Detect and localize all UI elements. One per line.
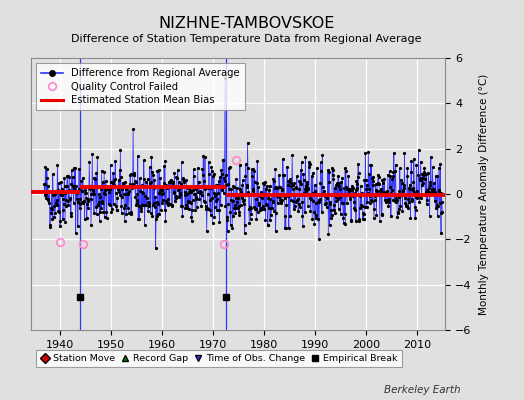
Text: NIZHNE-TAMBOVSKOE: NIZHNE-TAMBOVSKOE [158, 16, 334, 31]
Text: Berkeley Earth: Berkeley Earth [385, 385, 461, 395]
Y-axis label: Monthly Temperature Anomaly Difference (°C): Monthly Temperature Anomaly Difference (… [478, 73, 488, 315]
Legend: Station Move, Record Gap, Time of Obs. Change, Empirical Break: Station Move, Record Gap, Time of Obs. C… [36, 350, 402, 368]
Text: Difference of Station Temperature Data from Regional Average: Difference of Station Temperature Data f… [71, 34, 421, 44]
